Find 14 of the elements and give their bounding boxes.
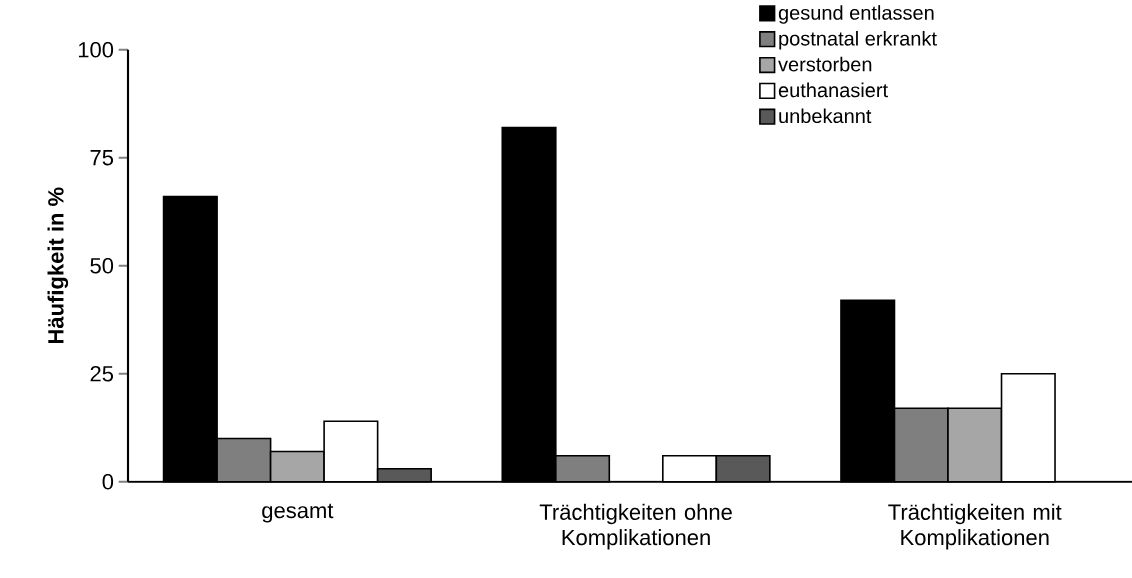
y-tick-label: 50 — [90, 257, 114, 274]
legend-label: euthanasiert — [778, 82, 888, 98]
y-tick-label: 75 — [90, 150, 114, 166]
y-tick-label: 0 — [102, 473, 114, 490]
legend-label: postnatal erkrankt — [779, 30, 937, 50]
x-tick-label: Trächtigkeiten ohne Komplikationen — [539, 503, 732, 550]
legend-label: gesund entlassen — [778, 5, 934, 24]
x-tick-label: gesamt — [262, 503, 334, 523]
legend-label: verstorben — [778, 56, 872, 72]
y-axis-title: Häufigkeit in % — [47, 187, 69, 344]
y-tick-label: 100 — [78, 41, 114, 58]
legend-label: unbekannt — [779, 108, 872, 124]
y-tick-label: 25 — [90, 365, 114, 382]
x-tick-label: Trächtigkeiten mit Komplikationen — [888, 503, 1062, 550]
